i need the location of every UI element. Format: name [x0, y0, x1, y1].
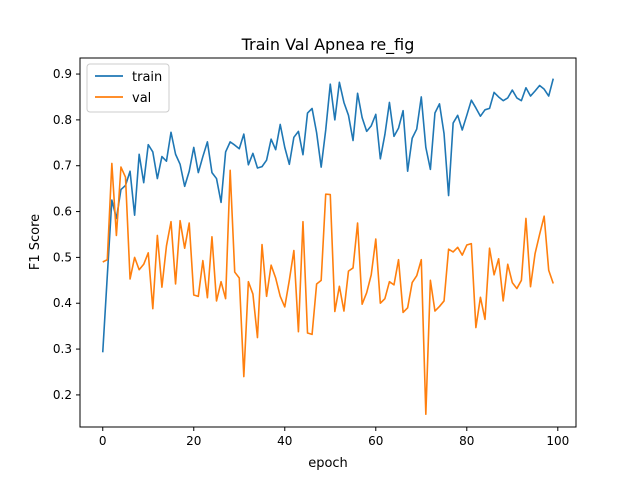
y-tick-label: 0.7: [53, 159, 72, 173]
legend: train val: [86, 63, 170, 113]
x-tick-label: 40: [277, 434, 292, 448]
chart-title: Train Val Apnea re_fig: [241, 35, 415, 55]
y-tick-label: 0.3: [53, 342, 72, 356]
y-axis: 0.2 0.3 0.4 0.5 0.6 0.7 0.8 0.9: [53, 67, 80, 402]
y-tick-label: 0.8: [53, 113, 72, 127]
x-tick-label: 100: [546, 434, 569, 448]
x-tick-label: 60: [368, 434, 383, 448]
series-line-train: [101, 78, 555, 353]
x-tick-label: 20: [186, 434, 201, 448]
x-axis: 0 20 40 60 80 100: [99, 427, 569, 448]
x-tick-label: 80: [459, 434, 474, 448]
y-tick-label: 0.5: [53, 250, 72, 264]
series-line-val: [102, 162, 555, 415]
x-tick-label: 0: [99, 434, 107, 448]
legend-val-label: val: [132, 91, 151, 106]
y-tick-label: 0.4: [53, 296, 72, 310]
y-tick-label: 0.9: [53, 67, 72, 81]
x-axis-label: epoch: [308, 456, 348, 471]
plot-area-frame: [79, 57, 577, 428]
y-tick-label: 0.6: [53, 205, 72, 219]
plot-lines: [101, 78, 555, 415]
y-axis-label: F1 Score: [28, 214, 43, 270]
y-tick-label: 0.2: [53, 388, 72, 402]
legend-train-label: train: [132, 70, 162, 85]
